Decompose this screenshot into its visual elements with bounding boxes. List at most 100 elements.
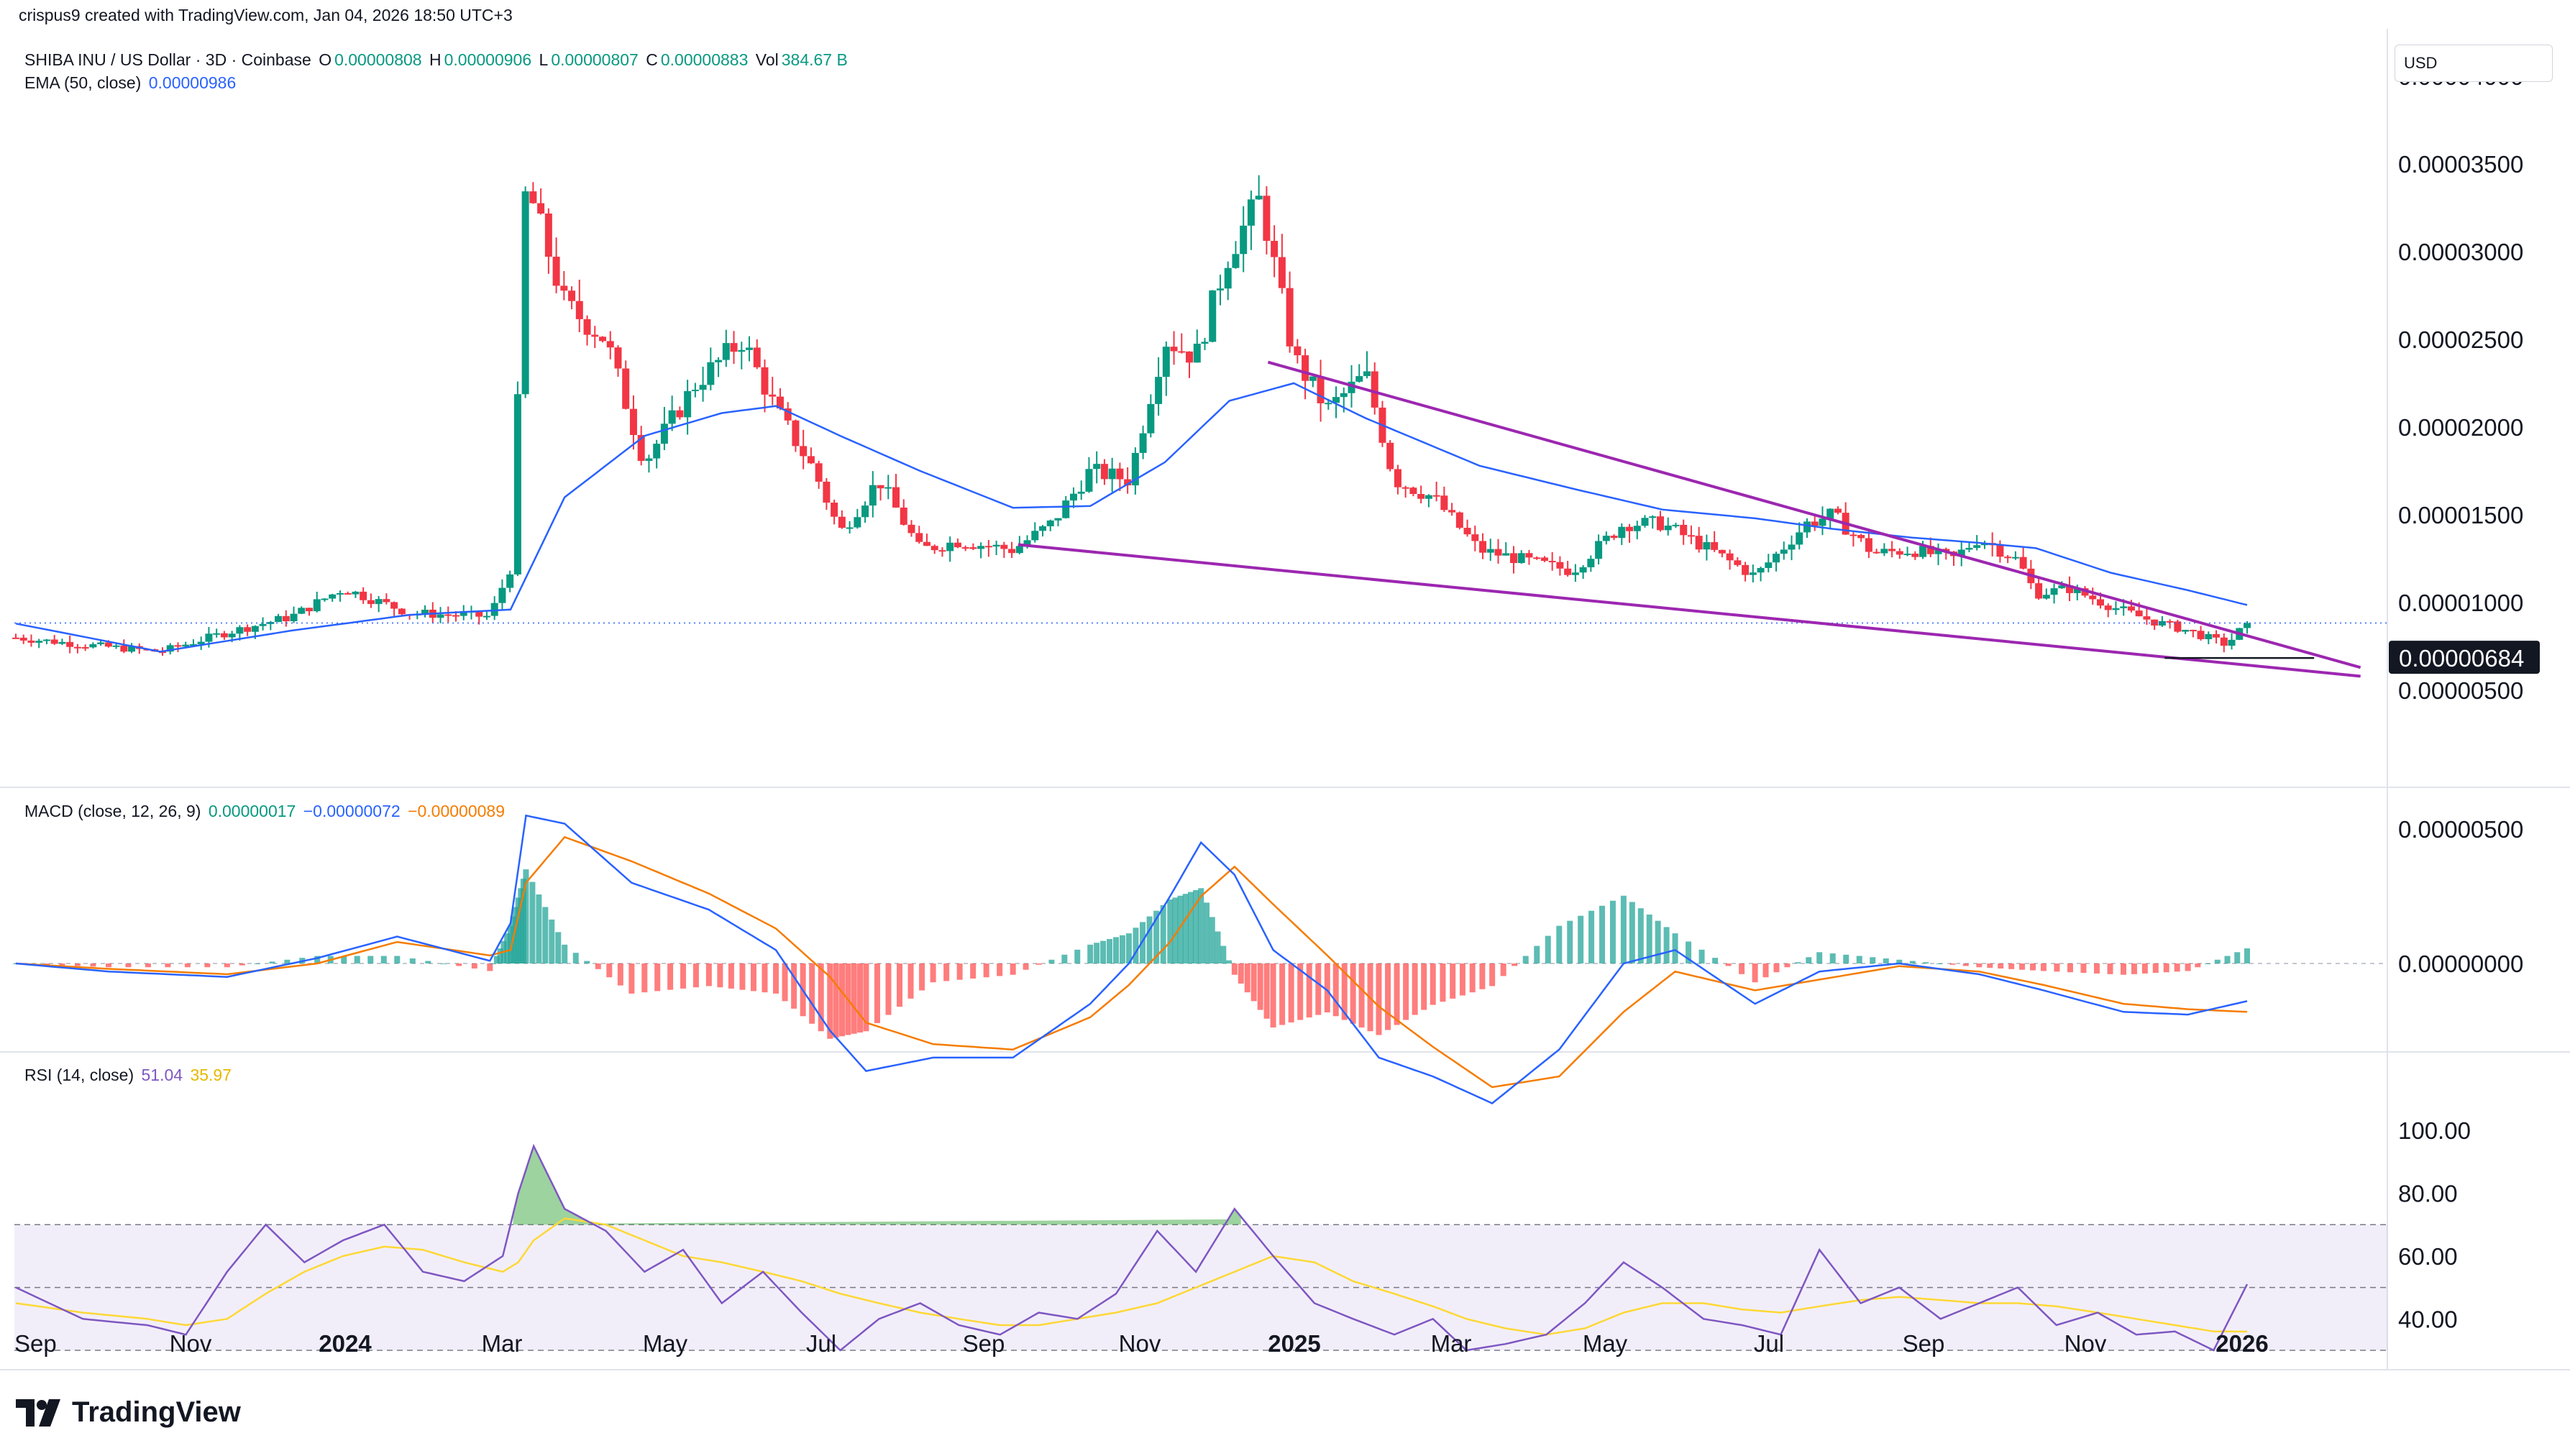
macd-histogram-bar xyxy=(827,963,833,1039)
candle-down xyxy=(544,213,552,257)
candle-up xyxy=(1309,376,1317,381)
candle-down xyxy=(730,343,738,352)
macd-histogram-bar xyxy=(728,963,734,989)
candle-up xyxy=(213,633,221,635)
macd-legend[interactable]: MACD (close, 12, 26, 9) 0.00000017 −0.00… xyxy=(24,802,508,821)
close-label: C xyxy=(646,50,658,69)
currency-button[interactable]: USD xyxy=(2395,45,2553,82)
macd-histogram-bar xyxy=(224,963,230,968)
time-axis-label: 2025 xyxy=(1268,1330,1320,1357)
candle-down xyxy=(599,336,607,342)
candle-down xyxy=(1479,541,1487,553)
price-tick-label: 0.00001000 xyxy=(2398,590,2523,616)
candle-down xyxy=(961,547,969,549)
candle-down xyxy=(1872,551,1880,554)
candle-up xyxy=(490,603,498,616)
candle-down xyxy=(583,319,591,335)
candle-up xyxy=(298,608,306,614)
candle-up xyxy=(1880,549,1888,554)
wedge-upper-line xyxy=(1267,360,2361,669)
candle-up xyxy=(89,644,97,648)
candle-down xyxy=(1656,516,1664,531)
macd-histogram-bar xyxy=(1450,963,1456,999)
candle-down xyxy=(1626,526,1634,531)
candle-down xyxy=(1610,536,1618,539)
candle-up xyxy=(1216,288,1224,290)
rsi-tick-label: 80.00 xyxy=(2398,1181,2458,1207)
rsi-label: RSI (14, close) xyxy=(24,1066,134,1084)
macd-histogram-bar xyxy=(1806,957,1812,963)
macd-histogram-bar xyxy=(1270,963,1276,1028)
macd-histogram-bar xyxy=(1023,963,1029,970)
candle-up xyxy=(2058,585,2066,589)
candle-up xyxy=(1209,290,1217,342)
candle-down xyxy=(606,341,614,348)
candle-up xyxy=(1077,491,1085,494)
candle-up xyxy=(197,641,205,644)
macd-histogram-bar xyxy=(59,963,65,966)
symbol-title[interactable]: SHIBA INU / US Dollar · 3D · Coinbase xyxy=(24,50,311,69)
candle-up xyxy=(521,191,529,395)
macd-histogram-bar xyxy=(1459,963,1465,996)
candle-down xyxy=(81,647,89,649)
candle-up xyxy=(1147,403,1155,434)
macd-histogram-bar xyxy=(1107,938,1113,963)
macd-histogram-bar xyxy=(2244,948,2250,963)
candle-down xyxy=(1302,355,1309,381)
candle-up xyxy=(1131,452,1139,486)
candle-down xyxy=(1911,554,1919,557)
macd-histogram-bar xyxy=(2185,963,2191,971)
candle-down xyxy=(1100,464,1108,480)
macd-histogram-bar xyxy=(2040,963,2047,971)
candle-down xyxy=(1857,535,1865,539)
macd-histogram-bar xyxy=(341,956,347,963)
candle-down xyxy=(1540,557,1548,562)
rsi-legend[interactable]: RSI (14, close) 51.04 35.97 xyxy=(24,1066,234,1085)
candle-up xyxy=(1069,493,1077,501)
price-tick-label: 0.00003500 xyxy=(2398,151,2523,178)
macd-histogram-bar xyxy=(2131,963,2137,974)
candle-down xyxy=(2174,621,2182,632)
time-axis-label: Jul xyxy=(1754,1330,1784,1357)
macd-histogram-bar xyxy=(165,963,171,968)
macd-histogram-bar xyxy=(584,961,590,963)
candle-up xyxy=(251,626,259,632)
macd-histogram-bar xyxy=(239,963,245,966)
candle-up xyxy=(699,385,707,390)
macd-histogram-bar xyxy=(2054,963,2060,972)
macd-histogram-bar xyxy=(380,956,387,963)
open-value: 0.00000808 xyxy=(334,50,422,69)
tradingview-logo[interactable]: TradingView xyxy=(16,1396,241,1429)
candle-up xyxy=(846,527,854,529)
macd-histogram-bar xyxy=(1976,963,1983,968)
candle-down xyxy=(1170,347,1178,352)
time-axis-label: Jul xyxy=(806,1330,836,1357)
candle-down xyxy=(676,410,684,418)
candle-down xyxy=(831,503,838,517)
candle-up xyxy=(1355,376,1363,382)
ema-legend[interactable]: EMA (50, close) 0.00000986 xyxy=(24,73,239,93)
candle-down xyxy=(769,394,777,397)
macd-histogram-bar xyxy=(1609,900,1616,963)
macd-histogram-bar xyxy=(487,963,493,971)
candle-down xyxy=(1509,553,1517,564)
macd-histogram-bar xyxy=(2080,963,2087,974)
macd-histogram-bar xyxy=(2214,959,2221,963)
macd-histogram-bar xyxy=(1686,941,1692,963)
macd-histogram-bar xyxy=(1655,920,1661,963)
macd-histogram-bar xyxy=(782,963,788,1002)
macd-histogram-bar xyxy=(1412,963,1418,1015)
candle-up xyxy=(691,390,699,392)
macd-histogram-bar xyxy=(705,963,712,986)
price-tick-label: 0.00002500 xyxy=(2398,326,2523,353)
candle-up xyxy=(2205,633,2213,639)
candle-down xyxy=(807,456,815,464)
time-axis-label: Nov xyxy=(1119,1330,1161,1357)
candle-up xyxy=(375,599,383,605)
candle-up xyxy=(259,623,267,626)
candle-up xyxy=(1502,553,1510,556)
macd-histogram-bar xyxy=(885,963,892,1015)
